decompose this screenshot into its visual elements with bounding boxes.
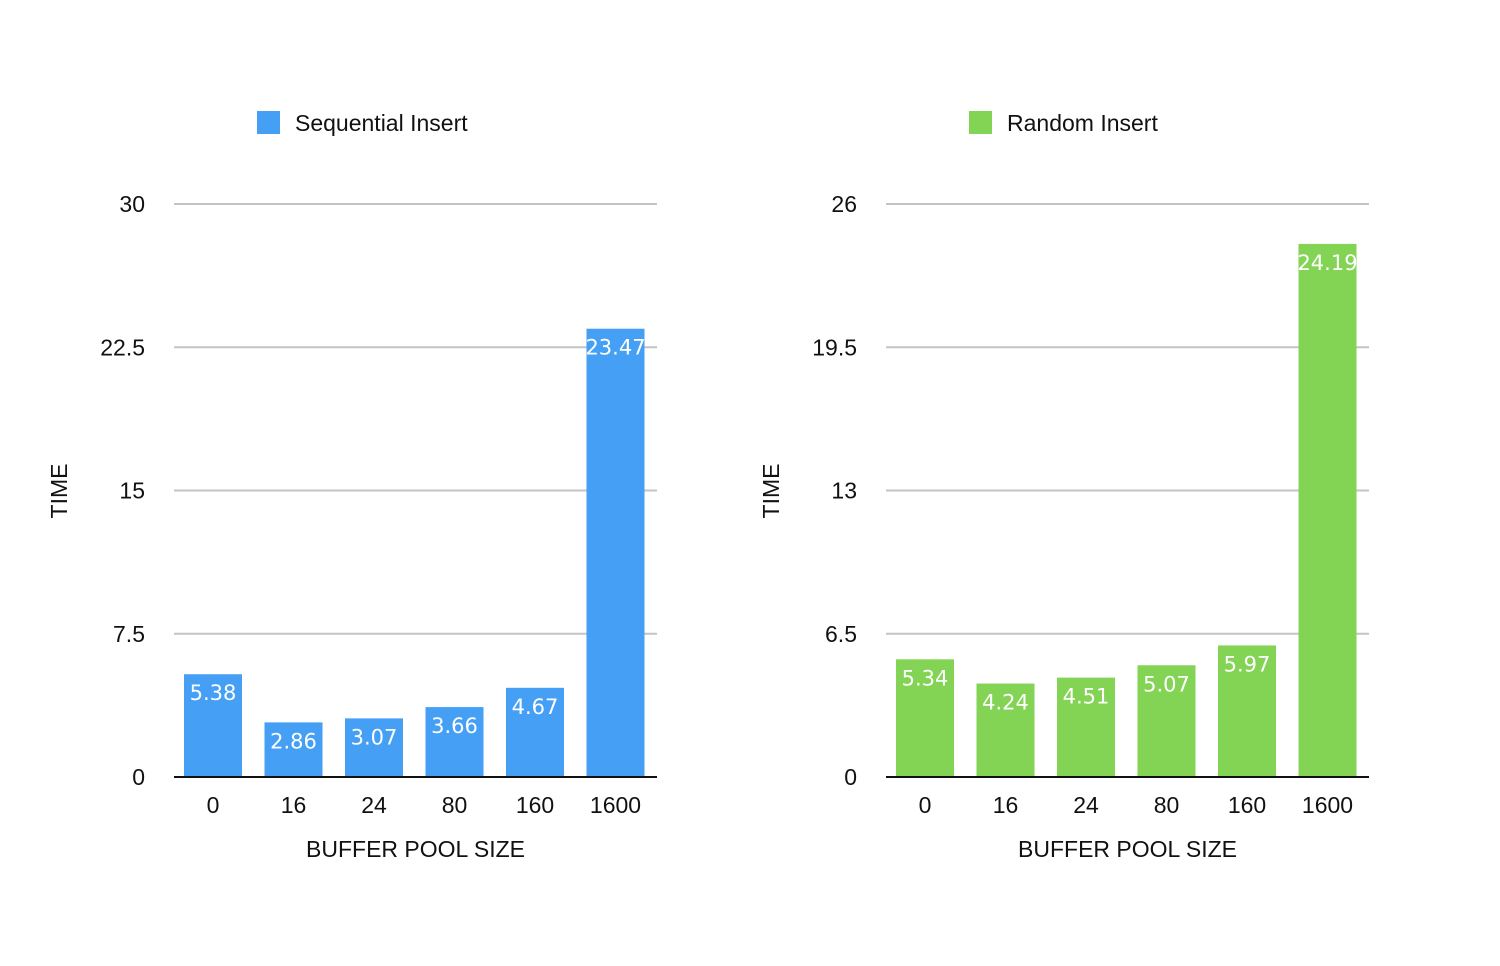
y-tick-label: 26 [831, 191, 857, 217]
bar-value-label: 3.66 [431, 714, 478, 738]
x-tick-label: 80 [1154, 792, 1180, 818]
y-tick-label: 19.5 [812, 334, 857, 360]
bar [1298, 243, 1357, 777]
bar [425, 707, 484, 777]
bar-value-label: 4.67 [512, 695, 559, 719]
x-tick-label: 80 [442, 792, 468, 818]
bar [976, 683, 1035, 777]
legend-label: Random Insert [1007, 110, 1158, 136]
x-tick-label: 16 [281, 792, 307, 818]
y-tick-label: 7.5 [113, 621, 145, 647]
sequential-insert-chart: 0 7.5 15 22.5 30 5.38 0 2.86 16 3.07 24 3.66 80 4.67 1… [46, 110, 657, 862]
bar-value-label: 3.07 [351, 725, 398, 749]
bar-value-label: 4.24 [982, 691, 1029, 715]
bar [1218, 645, 1276, 777]
bar-value-label: 5.97 [1224, 652, 1271, 676]
bar-value-label: 23.47 [585, 336, 645, 360]
x-tick-label: 0 [919, 792, 932, 818]
x-tick-label: 1600 [1302, 792, 1353, 818]
x-axis-title: BUFFER POOL SIZE [306, 836, 525, 862]
bar [264, 722, 323, 777]
bar-value-label: 5.38 [190, 681, 237, 705]
x-tick-label: 160 [516, 792, 554, 818]
x-tick-label: 1600 [590, 792, 641, 818]
random-insert-chart: 0 6.5 13 19.5 26 5.34 0 4.24 16 4.51 24 5.07 80 5.97 1… [758, 110, 1369, 862]
bar [1057, 677, 1115, 777]
x-tick-label: 160 [1228, 792, 1266, 818]
y-tick-label: 13 [831, 478, 857, 504]
y-tick-label: 0 [132, 764, 145, 790]
bar [586, 328, 645, 777]
legend-swatch [969, 111, 992, 134]
y-tick-label: 30 [119, 191, 145, 217]
legend-label: Sequential Insert [295, 110, 468, 136]
bar [896, 659, 954, 777]
y-tick-label: 22.5 [100, 334, 145, 360]
x-axis-title: BUFFER POOL SIZE [1018, 836, 1237, 862]
y-axis-title: TIME [758, 464, 784, 519]
y-axis-title: TIME [46, 464, 72, 519]
bar [345, 718, 403, 777]
y-tick-label: 15 [119, 478, 145, 504]
bar-value-label: 5.34 [902, 666, 949, 690]
x-tick-label: 16 [993, 792, 1019, 818]
x-tick-label: 0 [207, 792, 220, 818]
bar-value-label: 5.07 [1143, 672, 1190, 696]
x-tick-label: 24 [361, 792, 387, 818]
bar-value-label: 24.19 [1297, 251, 1357, 275]
bar [1137, 665, 1196, 777]
bar-value-label: 4.51 [1063, 685, 1110, 709]
bar [184, 674, 242, 777]
bar [506, 687, 564, 777]
bar-value-label: 2.86 [270, 729, 317, 753]
legend-swatch [257, 111, 280, 134]
y-tick-label: 6.5 [825, 621, 857, 647]
y-tick-label: 0 [844, 764, 857, 790]
x-tick-label: 24 [1073, 792, 1099, 818]
